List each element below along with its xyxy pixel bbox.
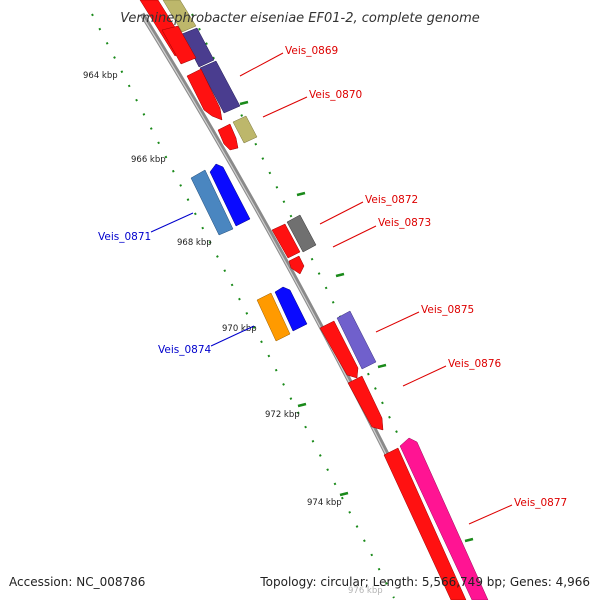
gene-feature-gray[interactable] <box>286 214 317 253</box>
gene-feature-khaki[interactable] <box>162 0 197 33</box>
scale-label: 972 kbp <box>265 410 300 420</box>
inner-scale-ring <box>91 13 395 599</box>
gene-feature-slate[interactable] <box>336 310 377 370</box>
gene-label-veis-0872[interactable]: Veis_0872 <box>365 194 418 206</box>
gene-feature-pink[interactable] <box>399 437 489 600</box>
summary-text: Topology: circular; Length: 5,566,749 bp… <box>259 575 590 589</box>
scale-label: 964 kbp <box>83 71 118 81</box>
map-title: Verminephrobacter eiseniae EF01-2, compl… <box>120 11 479 26</box>
gene-feature-blue[interactable] <box>274 286 308 332</box>
gene-label-veis-0870[interactable]: Veis_0870 <box>309 89 362 101</box>
gene-feature-red[interactable] <box>271 223 301 259</box>
accession-text: Accession: NC_008786 <box>9 575 145 589</box>
gene-features <box>139 0 489 600</box>
gene-feature-red[interactable] <box>347 375 384 431</box>
gene-feature-red[interactable] <box>186 68 223 121</box>
gene-feature-red[interactable] <box>319 320 359 379</box>
scale-label: 968 kbp <box>177 238 212 248</box>
scale-label: 976 kbp <box>348 586 383 596</box>
scale-label: 970 kbp <box>222 324 257 334</box>
gene-label-veis-0876[interactable]: Veis_0876 <box>448 358 502 370</box>
gene-feature-blue[interactable] <box>209 163 251 227</box>
gene-label-veis-0877[interactable]: Veis_0877 <box>514 497 567 509</box>
gene-label-veis-0873[interactable]: Veis_0873 <box>378 217 431 229</box>
gene-label-veis-0875[interactable]: Veis_0875 <box>421 304 474 316</box>
gene-feature-red[interactable] <box>217 123 239 151</box>
gene-label-veis-0871[interactable]: Veis_0871 <box>98 231 151 243</box>
scale-label: 966 kbp <box>131 155 166 165</box>
gene-feature-red[interactable] <box>288 255 305 275</box>
gene-feature-red[interactable] <box>383 447 467 600</box>
scale-label: 974 kbp <box>307 498 342 508</box>
gene-feature-navy[interactable] <box>199 60 241 114</box>
gene-feature-khaki[interactable] <box>232 115 258 144</box>
scale-labels: 964 kbp 966 kbp 968 kbp 970 kbp 972 kbp … <box>83 71 383 596</box>
gene-feature-orange[interactable] <box>256 292 291 342</box>
gene-labels: Veis_0869 Veis_0870 Veis_0871 Veis_0872 … <box>98 45 567 509</box>
gene-feature-steel[interactable] <box>190 169 234 236</box>
gene-feature-red[interactable] <box>161 25 197 65</box>
gene-label-veis-0874[interactable]: Veis_0874 <box>158 344 212 356</box>
gene-label-veis-0869[interactable]: Veis_0869 <box>285 45 338 57</box>
label-leaders <box>150 52 513 525</box>
